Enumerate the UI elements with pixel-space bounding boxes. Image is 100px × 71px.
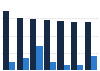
Bar (17, 18, 23, 70)
Bar (3, 11, 9, 70)
Bar (71, 22, 77, 70)
Bar (64, 65, 70, 70)
Bar (91, 56, 97, 70)
Bar (30, 19, 36, 70)
Bar (36, 46, 42, 70)
Bar (44, 20, 50, 70)
Bar (77, 65, 83, 70)
Bar (57, 21, 64, 70)
Bar (9, 62, 16, 70)
Bar (84, 22, 91, 70)
Bar (23, 58, 29, 70)
Bar (50, 62, 56, 70)
